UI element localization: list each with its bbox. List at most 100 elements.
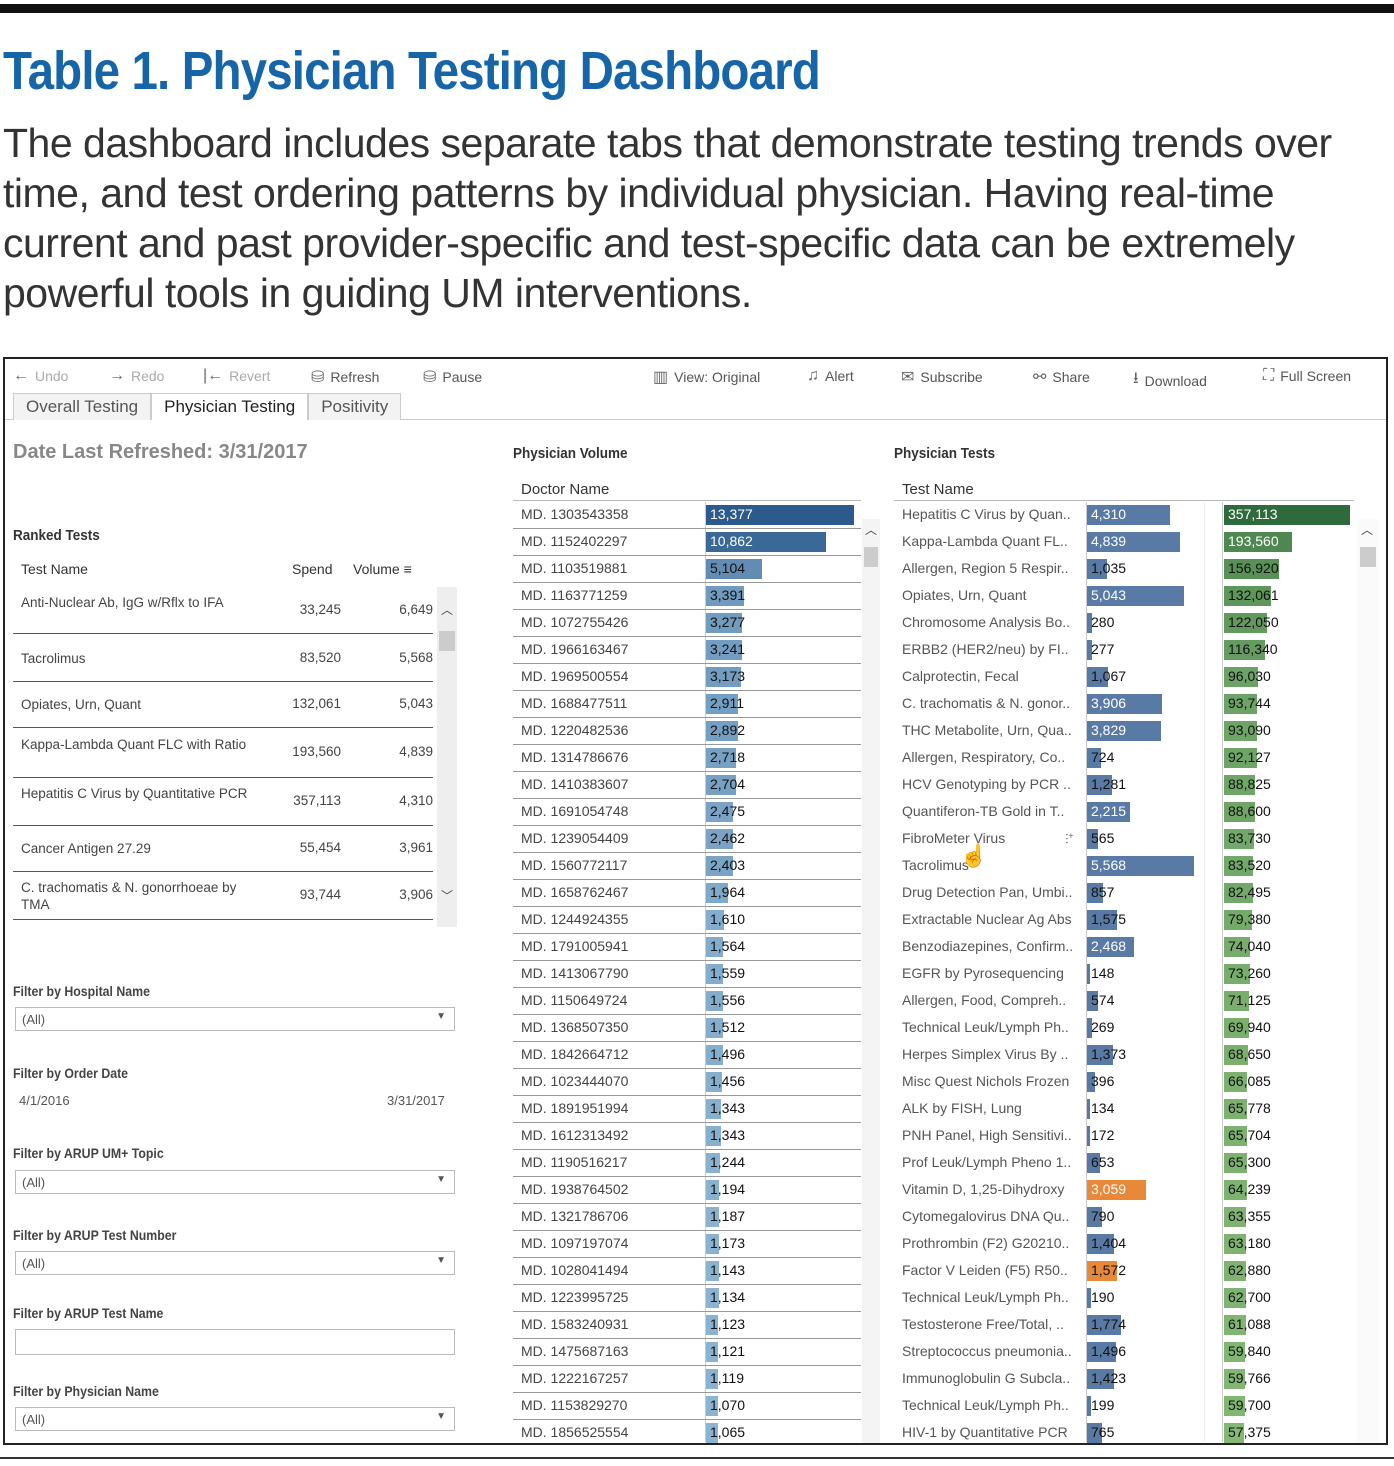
test-spend-bar[interactable] [1224, 856, 1254, 876]
volume-bar[interactable] [706, 1045, 723, 1065]
test-row[interactable]: ALK by FISH, Lung 134 65,778 [894, 1096, 1354, 1123]
physician-row[interactable]: MD. 1583240931 1,123 [513, 1312, 861, 1339]
test-spend-bar[interactable] [1224, 1234, 1247, 1254]
test-spend-bar[interactable] [1224, 991, 1250, 1011]
scroll-thumb[interactable] [864, 547, 878, 567]
test-row[interactable]: Extractable Nuclear Ag Abs 1,575 79,380 [894, 907, 1354, 934]
test-spend-bar[interactable] [1224, 1207, 1247, 1227]
volume-bar[interactable] [706, 1018, 723, 1038]
share-button[interactable]: ⚯ Share [1033, 369, 1090, 386]
test-volume-bar[interactable] [1087, 1018, 1093, 1038]
test-volume-bar[interactable] [1087, 586, 1184, 606]
volume-bar[interactable] [706, 1180, 720, 1200]
volume-bar[interactable] [706, 964, 724, 984]
test-row[interactable]: Hepatitis C Virus by Quan.. 4,310 357,113 [894, 502, 1354, 529]
test-spend-bar[interactable] [1224, 586, 1271, 606]
test-row[interactable]: FibroMeter Virus 565 83,730 [894, 826, 1354, 853]
test-volume-bar[interactable] [1087, 1342, 1116, 1362]
test-spend-bar[interactable] [1224, 802, 1256, 822]
tab-physician-testing[interactable]: Physician Testing [151, 393, 309, 420]
topic-dropdown[interactable]: (All) ▼ [15, 1170, 455, 1194]
test-volume-bar[interactable] [1087, 802, 1130, 822]
test-spend-bar[interactable] [1224, 1045, 1249, 1065]
volume-scrollbar[interactable]: ︿ [862, 519, 880, 1443]
volume-bar[interactable] [706, 1153, 720, 1173]
physician-row[interactable]: MD. 1239054409 2,462 [513, 826, 861, 853]
test-spend-bar[interactable] [1224, 937, 1251, 957]
volume-bar[interactable] [706, 667, 742, 687]
test-row[interactable]: Allergen, Respiratory, Co.. 724 92,127 [894, 745, 1354, 772]
ranked-scrollbar[interactable]: ︿ ﹀ [437, 587, 457, 927]
physician-row[interactable]: MD. 1842664712 1,496 [513, 1042, 861, 1069]
test-spend-bar[interactable] [1224, 1261, 1247, 1281]
test-spend-bar[interactable] [1224, 1396, 1246, 1416]
test-row[interactable]: Vitamin D, 1,25-Dihydroxy 3,059 64,239 [894, 1177, 1354, 1204]
physician-row[interactable]: MD. 1097197074 1,173 [513, 1231, 861, 1258]
tests-scrollbar[interactable]: ︿ [1357, 519, 1379, 1443]
test-volume-bar[interactable] [1087, 1288, 1091, 1308]
test-volume-bar[interactable] [1087, 1234, 1114, 1254]
physician-row[interactable]: MD. 1152402297 10,862 [513, 529, 861, 556]
chevron-up-icon[interactable]: ︿ [1361, 523, 1374, 537]
test-spend-bar[interactable] [1224, 1099, 1248, 1119]
test-row[interactable]: Technical Leuk/Lymph Ph.. 190 62,700 [894, 1285, 1354, 1312]
test-row[interactable]: Chromosome Analysis Bo.. 280 122,050 [894, 610, 1354, 637]
scroll-thumb[interactable] [1360, 547, 1376, 567]
volume-bar[interactable] [706, 1315, 719, 1335]
test-volume-bar[interactable] [1087, 937, 1135, 957]
test-volume-bar[interactable] [1087, 964, 1090, 984]
test-row[interactable]: Benzodiazepines, Confirm.. 2,468 74,040 [894, 934, 1354, 961]
test-row[interactable]: Allergen, Region 5 Respir.. 1,035 156,920 [894, 556, 1354, 583]
test-volume-bar[interactable] [1087, 1207, 1103, 1227]
test-spend-bar[interactable] [1224, 532, 1293, 552]
test-spend-bar[interactable] [1224, 775, 1256, 795]
test-spend-bar[interactable] [1224, 748, 1257, 768]
volume-bar[interactable] [706, 1369, 719, 1389]
test-volume-bar[interactable] [1087, 829, 1098, 849]
physician-row[interactable]: MD. 1072755426 3,277 [513, 610, 861, 637]
volume-bar[interactable] [706, 1099, 721, 1119]
test-row[interactable]: Cytomegalovirus DNA Qu.. 790 63,355 [894, 1204, 1354, 1231]
physician-row[interactable]: MD. 1688477511 2,911 [513, 691, 861, 718]
test-row[interactable]: HIV-1 by Quantitative PCR 765 57,375 [894, 1420, 1354, 1443]
physician-row[interactable]: MD. 1368507350 1,512 [513, 1015, 861, 1042]
test-volume-bar[interactable] [1087, 991, 1099, 1011]
volume-bar[interactable] [706, 586, 744, 606]
test-volume-bar[interactable] [1087, 1369, 1115, 1389]
test-spend-bar[interactable] [1224, 613, 1268, 633]
test-row[interactable]: Misc Quest Nichols Frozen 396 66,085 [894, 1069, 1354, 1096]
volume-bar[interactable] [706, 883, 728, 903]
volume-bar[interactable] [706, 694, 739, 714]
drill-icon[interactable]: ⫶⁺ [1065, 831, 1074, 847]
volume-bar[interactable] [706, 505, 854, 525]
test-row[interactable]: Prof Leuk/Lymph Pheno 1.. 653 65,300 [894, 1150, 1354, 1177]
test-volume-bar[interactable] [1087, 1396, 1091, 1416]
test-volume-bar[interactable] [1087, 640, 1093, 660]
physician-row[interactable]: MD. 1222167257 1,119 [513, 1366, 861, 1393]
physician-row[interactable]: MD. 1103519881 5,104 [513, 556, 861, 583]
test-spend-bar[interactable] [1224, 829, 1254, 849]
test-volume-bar[interactable] [1087, 694, 1163, 714]
test-row[interactable]: Immunoglobulin G Subcla.. 1,423 59,766 [894, 1366, 1354, 1393]
hospital-dropdown[interactable]: (All) ▼ [15, 1007, 455, 1031]
test-row[interactable]: C. trachomatis & N. gonor.. 3,906 93,744 [894, 691, 1354, 718]
physician-row[interactable]: MD. 1560772117 2,403 [513, 853, 861, 880]
test-row[interactable]: Quantiferon-TB Gold in T.. 2,215 88,600 [894, 799, 1354, 826]
scroll-thumb[interactable] [439, 631, 455, 651]
physician-row[interactable]: MD. 1612313492 1,343 [513, 1123, 861, 1150]
volume-bar[interactable] [706, 1288, 719, 1308]
tab-overall-testing[interactable]: Overall Testing [13, 393, 152, 420]
test-volume-bar[interactable] [1087, 667, 1108, 687]
physician-row[interactable]: MD. 1966163467 3,241 [513, 637, 861, 664]
test-row[interactable]: Streptococcus pneumonia.. 1,496 59,840 [894, 1339, 1354, 1366]
volume-bar[interactable] [706, 910, 724, 930]
volume-bar[interactable] [706, 748, 737, 768]
test-spend-bar[interactable] [1224, 1180, 1247, 1200]
undo-button[interactable]: ← Undo [13, 367, 69, 384]
test-spend-bar[interactable] [1224, 1342, 1246, 1362]
volume-bar[interactable] [706, 559, 763, 579]
redo-button[interactable]: → Redo [109, 367, 165, 384]
physician-row[interactable]: MD. 1856525554 1,065 [513, 1420, 861, 1443]
test-spend-bar[interactable] [1224, 559, 1280, 579]
full-screen-button[interactable]: ⛶ Full Screen [1263, 367, 1352, 384]
